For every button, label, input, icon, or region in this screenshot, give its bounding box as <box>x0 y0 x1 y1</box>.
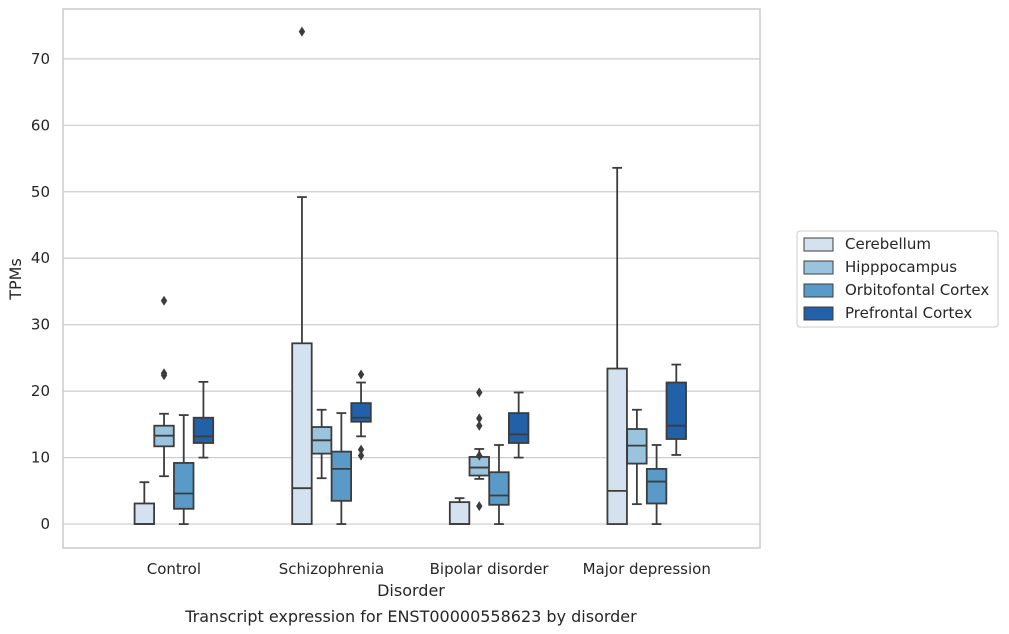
legend-swatch <box>803 237 834 252</box>
y-tick-label: 40 <box>31 249 50 267</box>
y-tick-labels: 0 10 20 30 40 50 60 70 <box>31 50 50 533</box>
box-iqr <box>330 450 353 502</box>
outlier-point <box>476 387 483 398</box>
outlier-point <box>476 450 483 461</box>
outlier-point <box>298 26 306 37</box>
box-iqr <box>606 367 628 525</box>
outlier-point <box>476 413 483 424</box>
box-iqr <box>133 502 155 525</box>
x-tick-label: Control <box>147 560 201 578</box>
y-tick-label: 30 <box>31 316 50 334</box>
legend-items: Cerebellum Hipppocampus Orbitofontal Corte… <box>803 235 989 322</box>
x-axis-label: Disorder <box>377 581 445 600</box>
box-group <box>192 380 215 459</box>
y-tick-label: 20 <box>31 382 50 400</box>
box-iqr <box>291 342 313 525</box>
plot-frame <box>62 8 761 549</box>
box-iqr <box>665 381 687 440</box>
outlier-point <box>160 295 168 306</box>
outlier-point <box>160 368 168 379</box>
y-tick-label: 60 <box>31 116 50 134</box>
box-group <box>350 369 372 461</box>
box-iqr <box>645 468 668 505</box>
box-iqr <box>488 471 510 506</box>
box-group <box>173 414 195 525</box>
box-group <box>626 408 648 506</box>
y-tick-label: 0 <box>40 515 50 533</box>
box-iqr <box>508 412 530 444</box>
box-group <box>508 391 530 459</box>
box-group <box>645 444 668 525</box>
legend-label: Cerebellum <box>845 235 931 253</box>
legend-label: Prefrontal Cortex <box>845 304 972 322</box>
x-tick-label: Bipolar disorder <box>430 560 550 578</box>
legend-label: Orbitofontal Cortex <box>845 281 989 299</box>
x-tick-label: Schizophrenia <box>279 560 384 578</box>
y-tick-label: 70 <box>31 50 50 68</box>
box-group <box>606 166 628 525</box>
y-axis-label: TPMs <box>6 258 25 301</box>
outlier-point <box>357 369 365 380</box>
y-tick-label: 10 <box>31 449 50 467</box>
box-group <box>330 412 353 525</box>
legend-swatch <box>803 260 834 275</box>
box-group <box>133 481 155 525</box>
box-iqr <box>448 501 471 525</box>
outlier-point <box>476 420 483 431</box>
box-group <box>488 444 510 525</box>
box-iqr <box>350 402 372 423</box>
chart-caption: Transcript expression for ENST0000055862… <box>184 607 637 626</box>
box-group <box>291 26 313 525</box>
box-iqr <box>192 416 215 444</box>
legend: Cerebellum Hipppocampus Orbitofontal Corte… <box>796 230 999 328</box>
x-tick-labels: Control Schizophrenia Bipolar disorder Majo… <box>147 560 711 578</box>
x-tick-label: Major depression <box>583 560 711 578</box>
outlier-point <box>357 444 365 455</box>
legend-label: Hipppocampus <box>845 258 957 276</box>
grid-lines <box>63 58 760 525</box>
legend-frame <box>796 230 999 328</box>
box-iqr <box>173 462 195 510</box>
box-group <box>153 295 175 478</box>
legend-swatch <box>803 306 834 321</box>
y-tick-label: 50 <box>31 183 50 201</box>
box-group <box>311 408 333 480</box>
box-series <box>133 26 687 525</box>
box-group <box>665 363 687 456</box>
legend-swatch <box>803 283 834 298</box>
box-group <box>448 497 471 525</box>
outlier-point <box>357 450 365 461</box>
box-group <box>468 387 490 512</box>
outlier-point <box>476 501 483 512</box>
